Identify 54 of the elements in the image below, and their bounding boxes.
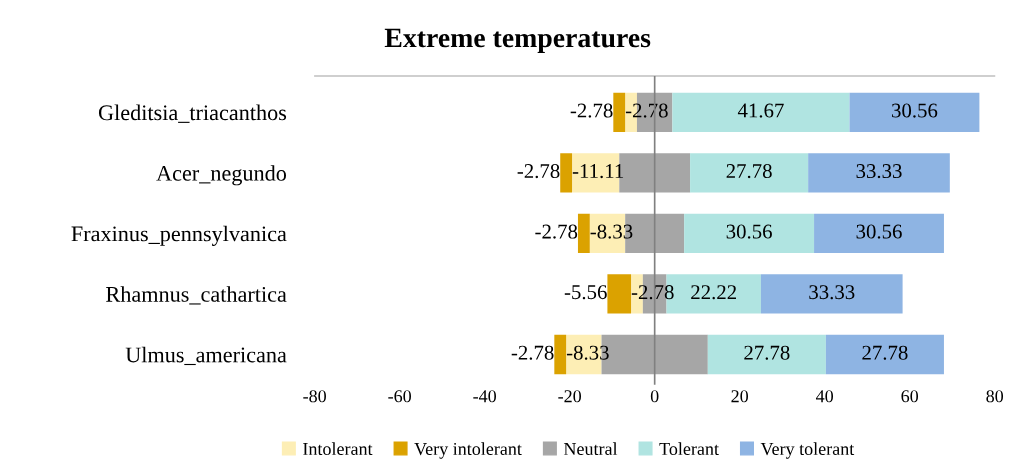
x-tick-label: 20	[731, 390, 749, 403]
y-tick-label: Ulmus_americana	[125, 346, 287, 366]
bar	[760, 274, 903, 314]
data-label: -2.78	[517, 164, 560, 179]
data-label: -2.78	[570, 103, 613, 118]
x-tick-label: -40	[473, 390, 497, 403]
data-label: 27.78	[744, 345, 790, 360]
legend-label: Tolerant	[659, 442, 719, 456]
bar	[554, 334, 567, 375]
legend-label: Very intolerant	[414, 442, 522, 459]
bar	[613, 92, 626, 132]
data-label: -2.78	[535, 224, 578, 239]
bar	[690, 153, 809, 193]
x-tick-label: -20	[558, 390, 582, 403]
legend-label: Neutral	[563, 442, 618, 456]
bar	[825, 334, 944, 375]
data-label: 30.56	[892, 103, 938, 118]
data-label: -8.33	[590, 224, 633, 239]
x-tick-label: 60	[901, 390, 919, 403]
bar	[849, 92, 980, 132]
data-label: 30.56	[726, 224, 772, 239]
chart-title: Extreme temperatures	[384, 28, 651, 53]
legend-label: Very tolerant	[760, 442, 855, 459]
legend-label: Intolerant	[303, 442, 373, 456]
data-label: -2.78	[511, 345, 554, 360]
data-label: -8.33	[566, 345, 609, 360]
data-label: -5.56	[564, 285, 607, 300]
bar	[707, 334, 826, 375]
bar	[808, 153, 950, 193]
data-label: 30.56	[856, 224, 902, 239]
bar	[684, 213, 815, 254]
x-tick-label: 80	[986, 390, 1004, 403]
x-tick-label: 40	[816, 390, 834, 403]
bar	[607, 274, 632, 314]
data-label: 41.67	[737, 103, 784, 118]
data-label: -2.78	[625, 103, 668, 118]
x-tick-label: 0	[650, 390, 659, 403]
data-label: 22.22	[691, 285, 736, 300]
data-label: 27.78	[862, 345, 908, 360]
data-label: -2.78	[631, 285, 674, 300]
y-tick-label: Rhamnus_cathartica	[106, 286, 287, 305]
bar	[560, 153, 573, 193]
x-tick-label: -60	[388, 390, 411, 403]
bar	[577, 213, 590, 254]
y-tick-label: Acer_negundo	[156, 165, 287, 186]
data-label: 33.33	[809, 285, 855, 300]
y-tick-label: Fraxinus_pennsylvanica	[71, 225, 287, 246]
data-label: 33.33	[856, 164, 902, 179]
data-label: 27.78	[726, 164, 772, 179]
bar	[672, 92, 850, 132]
bar	[814, 213, 944, 254]
x-tick-label: -80	[303, 390, 326, 403]
data-label: -11.11	[572, 164, 624, 179]
y-tick-label: Gleditsia_triacanthos	[98, 104, 287, 123]
